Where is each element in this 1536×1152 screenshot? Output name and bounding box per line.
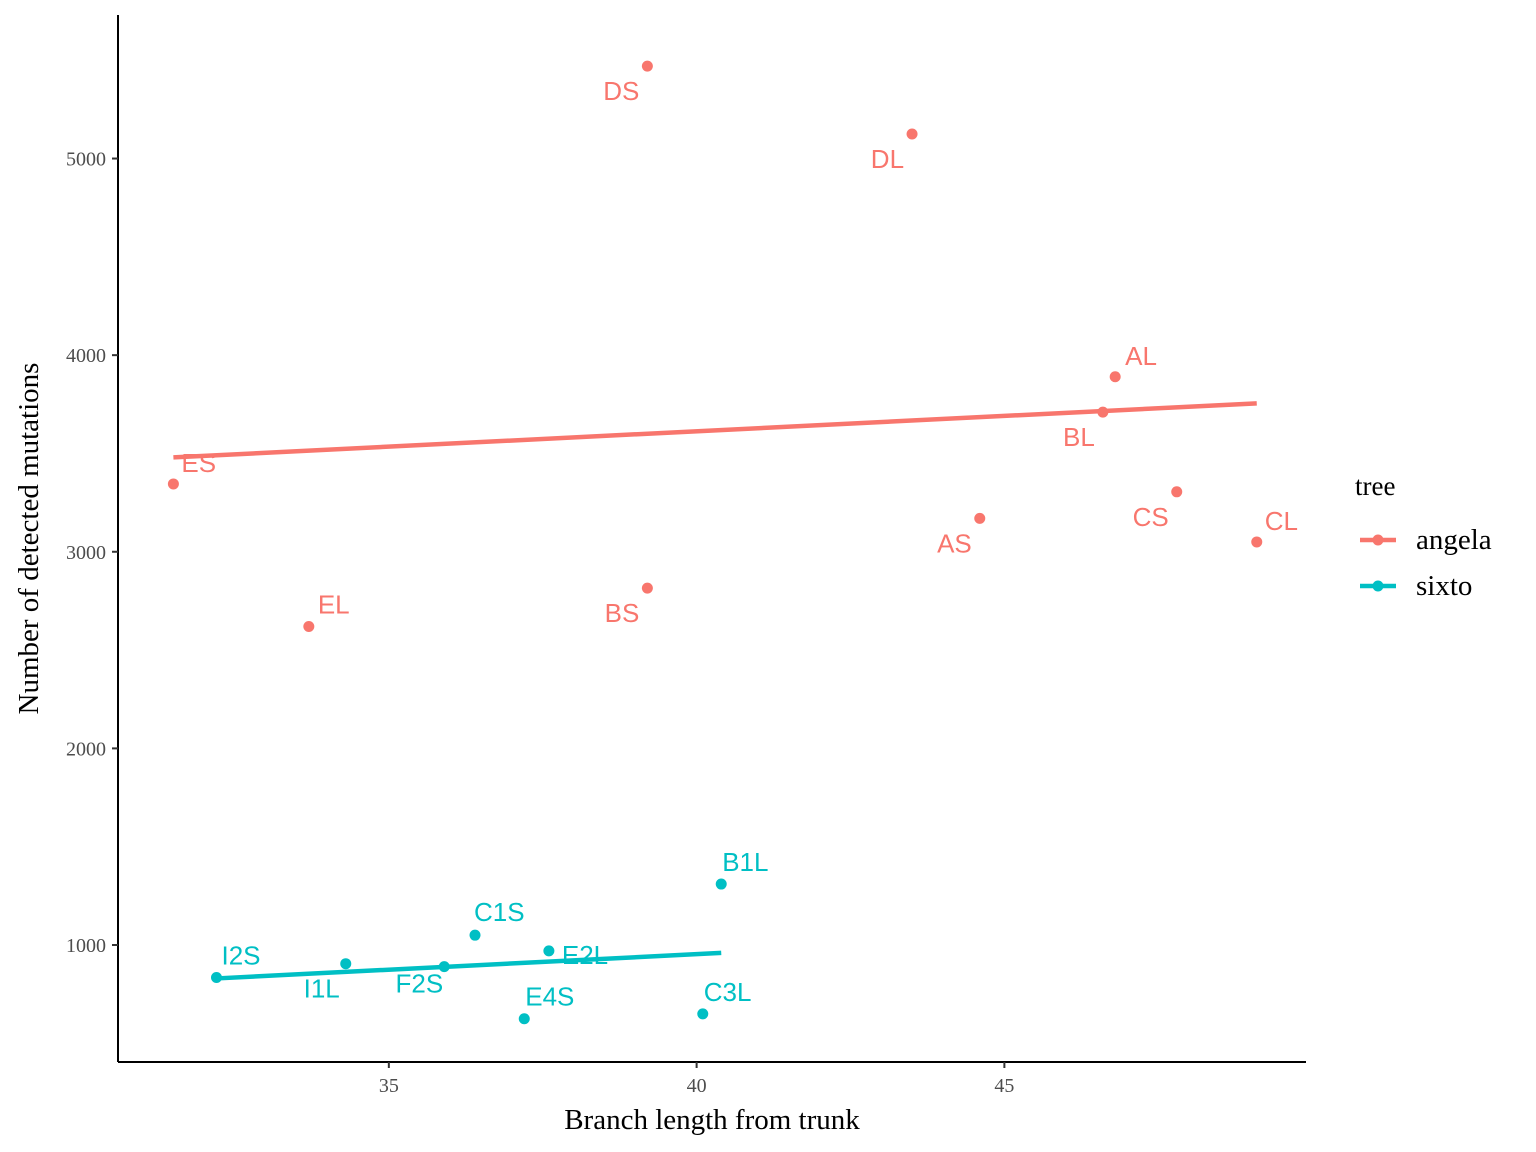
data-point [210, 971, 222, 983]
point-label: DL [871, 144, 904, 174]
legend-item-sixto: sixto [1360, 570, 1472, 602]
data-point [641, 60, 653, 72]
x-tick-label: 40 [687, 1075, 707, 1097]
x-tick-label: 45 [994, 1075, 1014, 1097]
legend-label: sixto [1416, 570, 1472, 602]
point-label: B1L [722, 847, 768, 877]
data-point [167, 478, 179, 490]
point-label: EL [318, 589, 350, 619]
point-label: C3L [704, 977, 752, 1007]
plot-area: DS DL AL BL ES CS AS CL BS EL B1L C1S E2L I2S I1L F2S C3… [167, 60, 1298, 1025]
point-label: E2L [562, 940, 608, 970]
point-label: BS [605, 598, 640, 628]
legend-label: angela [1416, 524, 1492, 556]
data-point [1097, 406, 1109, 418]
point-label: E4S [525, 982, 574, 1012]
series-sixto: B1L C1S E2L I2S I1L F2S C3L E4S [210, 847, 768, 1025]
y-axis-title: Number of detected mutations [13, 363, 45, 715]
point-label: I1L [304, 974, 340, 1004]
data-point [1251, 536, 1263, 548]
data-point [438, 961, 450, 973]
legend-title: tree [1355, 471, 1395, 501]
data-point [543, 945, 555, 957]
x-tick-label: 35 [379, 1075, 399, 1097]
data-point [697, 1008, 709, 1020]
legend-item-angela: angela [1360, 524, 1492, 556]
point-label: C1S [474, 897, 525, 927]
data-point [1171, 486, 1183, 498]
data-point [641, 582, 653, 594]
point-label: DS [603, 76, 639, 106]
data-point [1109, 371, 1121, 383]
point-label: F2S [396, 969, 444, 999]
legend-key-point [1372, 534, 1384, 546]
data-point [715, 878, 727, 890]
point-label: AS [937, 528, 972, 558]
legend: tree angela sixto [1355, 471, 1492, 602]
data-point [469, 929, 481, 941]
data-point [303, 620, 315, 632]
y-tick-label: 3000 [66, 542, 106, 564]
data-point [518, 1013, 530, 1025]
point-label: AL [1125, 341, 1157, 371]
x-axis-title: Branch length from trunk [564, 1104, 860, 1136]
series-angela: DS DL AL BL ES CS AS CL BS EL [167, 60, 1298, 632]
y-tick-label: 1000 [66, 935, 106, 957]
legend-key-point [1372, 580, 1384, 592]
point-label: CS [1133, 502, 1169, 532]
axes: 1000 2000 3000 4000 5000 35 40 45 [66, 15, 1306, 1097]
point-label: BL [1063, 422, 1095, 452]
data-point [974, 512, 986, 524]
data-point [906, 128, 918, 140]
point-label: ES [181, 448, 216, 478]
y-tick-label: 4000 [66, 345, 106, 367]
trend-line-angela [173, 401, 1257, 460]
trend-line-sixto [216, 950, 722, 981]
point-label: I2S [221, 940, 260, 970]
y-tick-label: 5000 [66, 149, 106, 171]
y-tick-label: 2000 [66, 738, 106, 760]
data-point [340, 958, 352, 970]
point-label: CL [1265, 506, 1298, 536]
